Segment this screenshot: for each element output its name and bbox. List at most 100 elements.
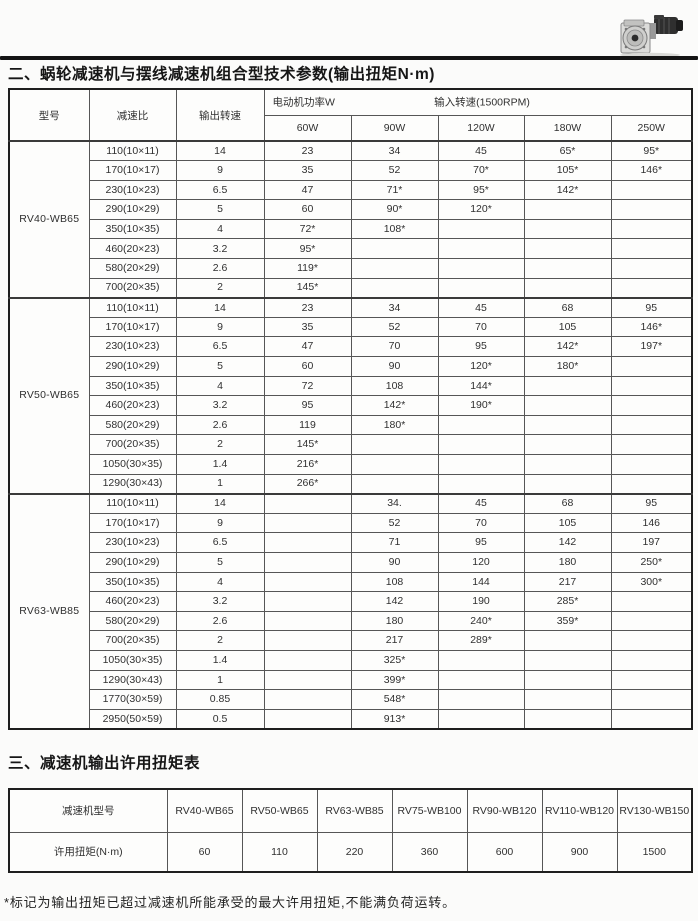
- output-speed-cell: 1.4: [175, 454, 265, 475]
- torque-value-cell: [263, 630, 352, 651]
- torque-value-cell: [610, 414, 693, 436]
- reducer-model-cell: RV50-WB65: [241, 788, 318, 833]
- output-speed-cell: 6.5: [175, 336, 265, 358]
- torque-value-cell: [610, 238, 693, 260]
- params-row: 170(10×17) 9 35 52 70* 105* 146*: [9, 160, 693, 181]
- output-speed-cell: 2.6: [175, 610, 265, 632]
- params-row: 2950(50×59) 0.5 913*: [9, 708, 693, 730]
- torque-value-cell: 23: [263, 296, 352, 318]
- torque-value-cell: 70: [437, 316, 525, 338]
- torque-value-cell: 105*: [523, 160, 612, 181]
- torque-value-cell: [610, 277, 693, 299]
- torque-value-cell: [610, 395, 693, 416]
- torque-value-cell: 142*: [523, 336, 612, 358]
- output-speed-cell: 1.4: [175, 649, 265, 671]
- output-speed-cell: 2: [175, 630, 265, 651]
- torque-value-cell: [523, 199, 612, 220]
- section-title-torque: 三、减速机输出许用扭矩表: [8, 755, 201, 772]
- output-speed-cell: 5: [175, 551, 265, 573]
- ratio-cell: 1050(30×35): [88, 649, 177, 671]
- torque-model-row: 减速机型号 RV40-WB65 RV50-WB65 RV63-WB85 RV75-WB…: [8, 788, 693, 833]
- torque-value-cell: 250*: [610, 551, 693, 573]
- torque-value-cell: 285*: [523, 591, 612, 612]
- params-header-row-1: 型号 减速比 输出转速 电动机功率W 输入转速(1500RPM): [8, 88, 693, 142]
- output-speed-cell: 2.6: [175, 258, 265, 279]
- params-row: 170(10×17) 9 35 52 70 105 146*: [9, 316, 693, 338]
- torque-value-cell: [523, 277, 612, 299]
- params-row: 580(20×29) 2.6 119*: [9, 258, 693, 279]
- params-row: 170(10×17) 9 52 70 105 146: [9, 512, 693, 534]
- torque-model-header: 减速机型号: [8, 788, 168, 833]
- torque-value-cell: 47: [263, 179, 352, 201]
- ratio-cell: 460(20×23): [88, 591, 177, 612]
- torque-value-cell: [610, 218, 693, 240]
- torque-value-cell: [437, 277, 525, 299]
- torque-value-cell: 23: [263, 140, 352, 162]
- torque-value-cell: 548*: [350, 689, 439, 710]
- torque-value-cell: 119*: [263, 258, 352, 279]
- torque-value-cell: [610, 649, 693, 671]
- torque-value-cell: [263, 571, 352, 593]
- torque-value-cell: [350, 454, 439, 475]
- model-cell: RV50-WB65: [8, 296, 90, 495]
- reducer-model-cell: RV90-WB120: [466, 788, 543, 833]
- torque-value-cell: 217: [523, 571, 612, 593]
- torque-value-cell: [437, 238, 525, 260]
- model-cell: RV63-WB85: [8, 492, 90, 730]
- ratio-cell: 110(10×11): [88, 296, 177, 318]
- torque-value-cell: 70: [437, 512, 525, 534]
- torque-value-cell: [263, 492, 352, 514]
- torque-value-cell: [263, 551, 352, 573]
- torque-value-cell: 216*: [263, 454, 352, 475]
- torque-value-cell: 359*: [523, 610, 612, 632]
- ratio-cell: 580(20×29): [88, 258, 177, 279]
- params-row: RV50-WB65 110(10×11) 14 23 34 45 68 95: [8, 296, 693, 495]
- params-row: 700(20×35) 2 145*: [9, 277, 693, 299]
- torque-value-cell: 190: [437, 591, 525, 612]
- torque-value-cell: 95*: [437, 179, 525, 201]
- torque-value-cell: [263, 669, 352, 691]
- torque-value-cell: 71: [350, 532, 439, 553]
- torque-value-cell: [523, 218, 612, 240]
- torque-value-cell: 120*: [437, 199, 525, 220]
- torque-value-cell: 60: [263, 199, 352, 220]
- torque-value-cell: [263, 591, 352, 612]
- torque-value-cell: 180: [350, 610, 439, 632]
- input-speed-label: 输入转速(1500RPM): [434, 96, 530, 109]
- output-speed-cell: 14: [175, 492, 265, 514]
- ratio-cell: 700(20×35): [88, 277, 177, 299]
- torque-value-cell: [610, 199, 693, 220]
- ratio-cell: 350(10×35): [88, 571, 177, 593]
- params-row: 460(20×23) 3.2 142 190 285*: [9, 591, 693, 612]
- torque-value-cell: 35: [263, 316, 352, 338]
- params-row: 1290(30×43) 1 399*: [9, 669, 693, 691]
- torque-value-cell: [350, 473, 439, 495]
- torque-value-cell: 105: [523, 316, 612, 338]
- power-col-header: 250W: [610, 114, 693, 142]
- torque-value-cell: 142: [350, 591, 439, 612]
- torque-value-row: 许用扭矩(N·m) 60 110 220 360 600 900 1500: [8, 831, 693, 873]
- torque-value-cell: 119: [263, 414, 352, 436]
- torque-value-header: 许用扭矩(N·m): [8, 831, 168, 873]
- torque-value-cell: 145*: [263, 277, 352, 299]
- torque-value-cell: 60: [263, 356, 352, 377]
- params-row: 1050(30×35) 1.4 325*: [9, 649, 693, 671]
- ratio-cell: 170(10×17): [88, 160, 177, 181]
- output-speed-cell: 4: [175, 571, 265, 593]
- power-col-header: 120W: [437, 114, 525, 142]
- torque-value-cell: 108: [350, 375, 439, 397]
- torque-value-cell: 399*: [350, 669, 439, 691]
- torque-value-cell: [523, 395, 612, 416]
- ratio-cell: 110(10×11): [88, 140, 177, 162]
- torque-value-cell: 52: [350, 512, 439, 534]
- ratio-cell: 350(10×35): [88, 218, 177, 240]
- output-speed-cell: 1: [175, 473, 265, 495]
- torque-value-cell: [610, 708, 693, 730]
- params-row: 230(10×23) 6.5 47 70 95 142* 197*: [9, 336, 693, 358]
- allowable-torque-cell: 600: [466, 831, 543, 873]
- reducer-model-cell: RV75-WB100: [391, 788, 468, 833]
- torque-value-cell: 217: [350, 630, 439, 651]
- section-title-params: 二、蜗轮减速机与摆线减速机组合型技术参数(输出扭矩N·m): [8, 66, 435, 83]
- params-row: 350(10×35) 4 108 144 217 300*: [9, 571, 693, 593]
